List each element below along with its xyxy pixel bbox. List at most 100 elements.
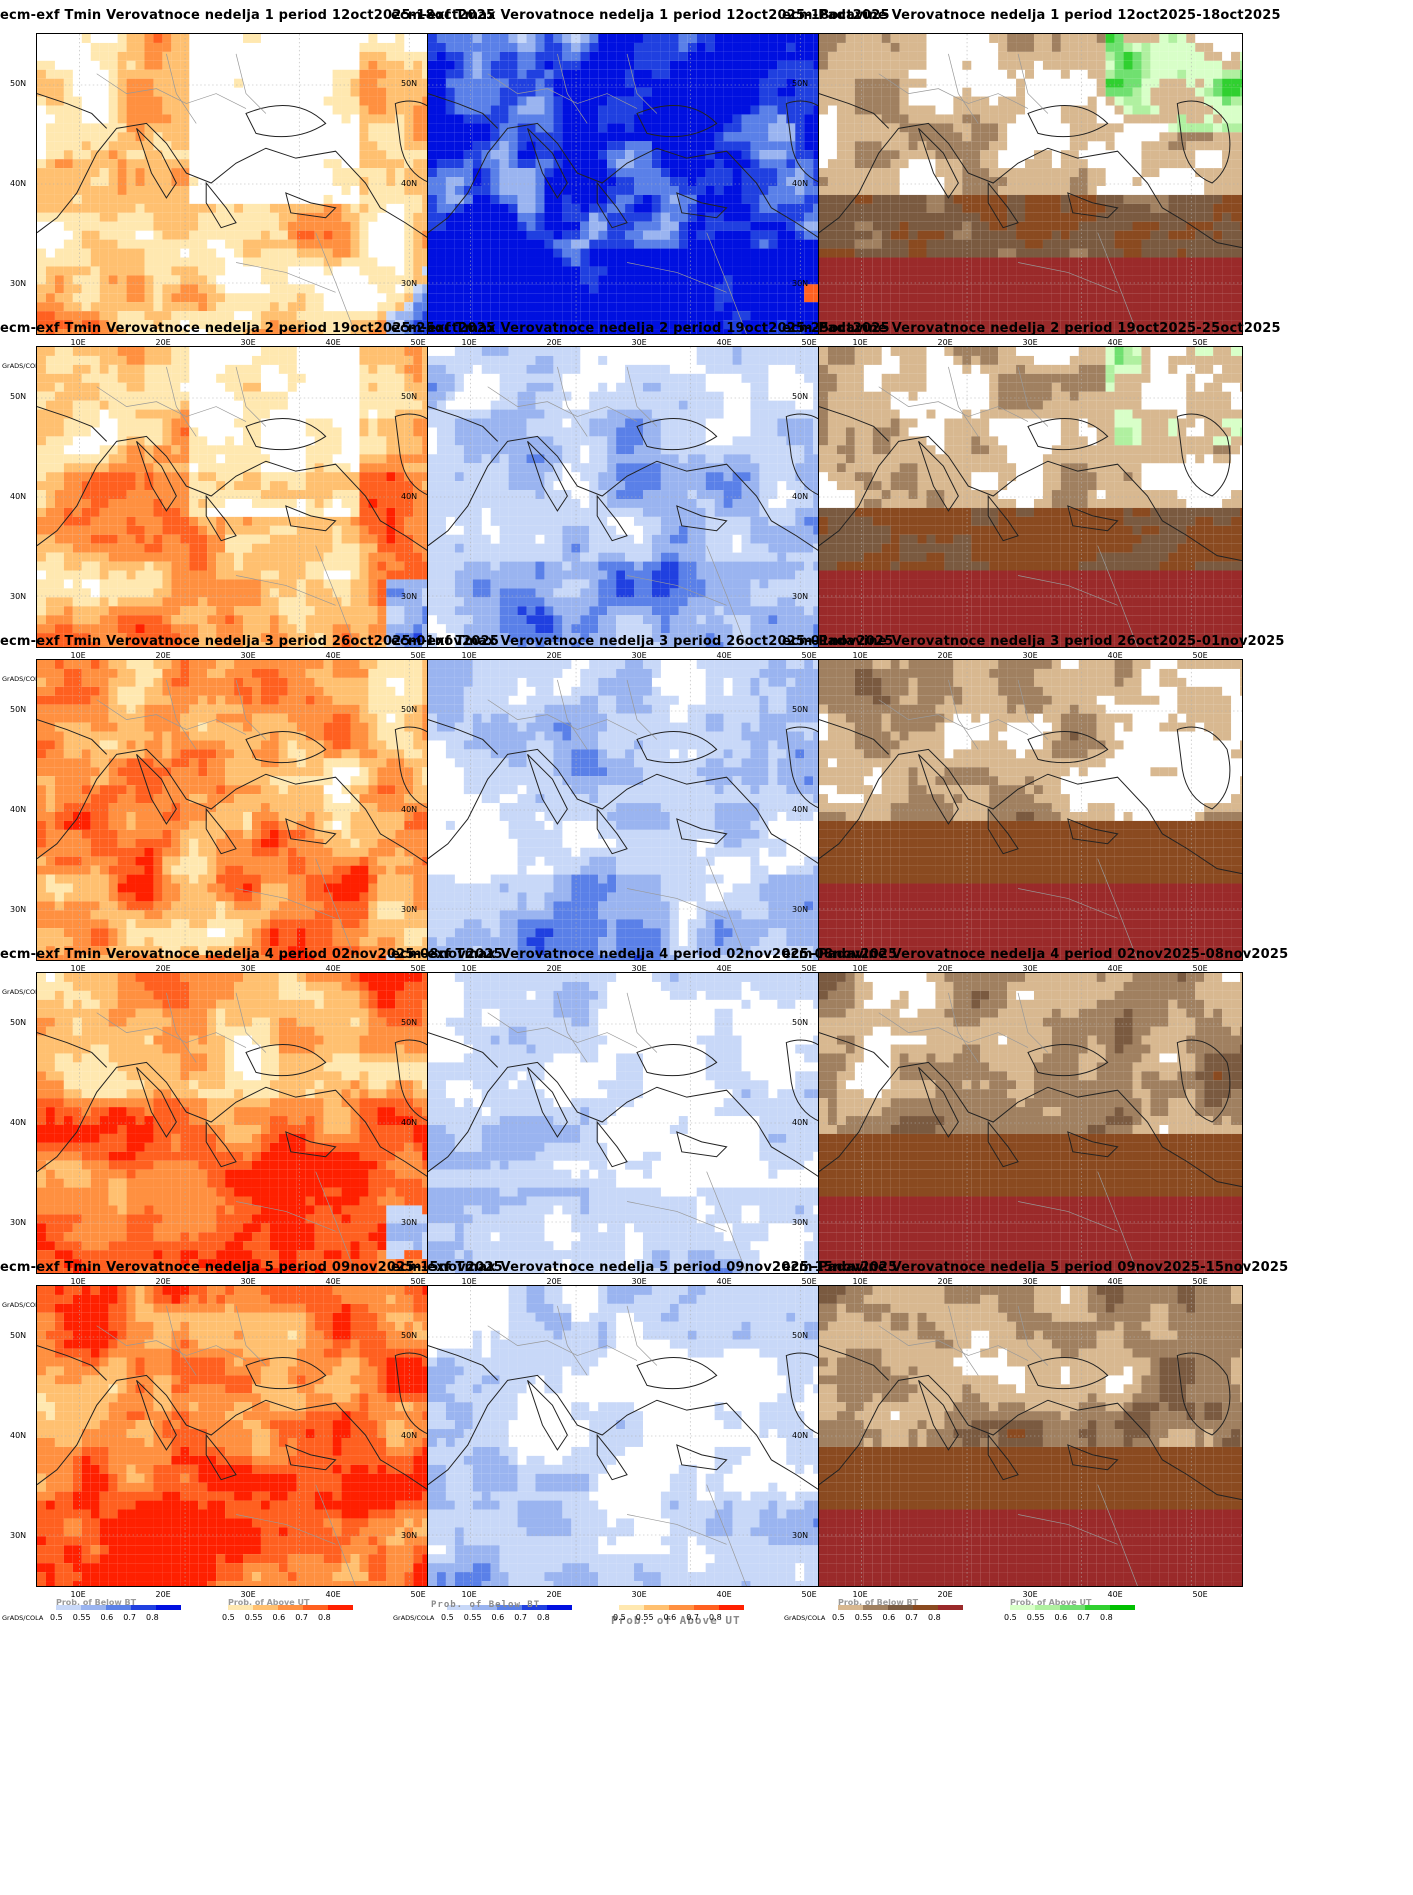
coastline bbox=[819, 406, 1242, 562]
lon-label: 20E bbox=[547, 651, 562, 660]
lat-label: 50N bbox=[792, 79, 808, 88]
graticule bbox=[819, 347, 1242, 647]
lon-label: 10E bbox=[853, 651, 868, 660]
panel-title: ecm-Padavine Verovatnoce nedelja 5 perio… bbox=[782, 1260, 1288, 1275]
coastline bbox=[428, 719, 851, 875]
country-borders bbox=[96, 1305, 356, 1586]
panel-title: ecm-exf Tmax Verovatnoce nedelja 2 perio… bbox=[391, 321, 890, 336]
lat-label: 40N bbox=[401, 805, 417, 814]
lon-label: 50E bbox=[411, 338, 426, 347]
country-borders bbox=[878, 992, 1138, 1273]
lat-label: 30N bbox=[792, 592, 808, 601]
probability-map bbox=[818, 659, 1243, 961]
graticule bbox=[37, 347, 460, 647]
lon-label: 40E bbox=[326, 338, 341, 347]
coastline bbox=[37, 1345, 460, 1501]
coastline bbox=[37, 93, 460, 249]
lon-label: 20E bbox=[938, 338, 953, 347]
coastline bbox=[37, 1032, 460, 1188]
lon-label: 20E bbox=[547, 1277, 562, 1286]
lat-label: 50N bbox=[792, 392, 808, 401]
lon-label: 10E bbox=[71, 338, 86, 347]
panel-title: ecm-Padavine Verovatnoce nedelja 3 perio… bbox=[782, 634, 1284, 649]
grads-label: GrADS/COLA bbox=[2, 362, 43, 370]
lon-label: 20E bbox=[938, 1277, 953, 1286]
legend-colorbar bbox=[56, 1605, 181, 1610]
lat-label: 50N bbox=[10, 1018, 26, 1027]
lon-label: 10E bbox=[462, 1590, 477, 1599]
lat-label: 50N bbox=[792, 1018, 808, 1027]
coastline bbox=[819, 1345, 1242, 1501]
graticule bbox=[428, 347, 851, 647]
lon-label: 20E bbox=[547, 1590, 562, 1599]
lon-label: 30E bbox=[241, 651, 256, 660]
graticule bbox=[819, 660, 1242, 960]
lon-label: 10E bbox=[462, 338, 477, 347]
lat-label: 40N bbox=[401, 179, 417, 188]
grads-label: GrADS/COLA bbox=[2, 1301, 43, 1309]
country-borders bbox=[96, 992, 356, 1273]
lon-label: 10E bbox=[853, 338, 868, 347]
country-borders bbox=[96, 366, 356, 647]
grads-label: GrADS/COLA bbox=[2, 1614, 43, 1622]
graticule bbox=[428, 1286, 851, 1586]
lat-label: 50N bbox=[792, 705, 808, 714]
pad-panel-week-2: ecm-Padavine Verovatnoce nedelja 2 perio… bbox=[782, 313, 1281, 692]
lon-label: 50E bbox=[1193, 651, 1208, 660]
probability-map bbox=[36, 659, 461, 961]
lon-label: 30E bbox=[241, 964, 256, 973]
graticule bbox=[819, 973, 1242, 1273]
lon-label: 20E bbox=[938, 651, 953, 660]
lat-label: 50N bbox=[401, 79, 417, 88]
lat-label: 30N bbox=[401, 592, 417, 601]
country-borders bbox=[878, 1305, 1138, 1586]
pad-panel-week-5: ecm-Padavine Verovatnoce nedelja 5 perio… bbox=[782, 1252, 1288, 1631]
lat-label: 50N bbox=[10, 392, 26, 401]
coastline bbox=[37, 406, 460, 562]
panel-title: ecm-exf Tmax Verovatnoce nedelja 3 perio… bbox=[391, 634, 893, 649]
lon-label: 30E bbox=[632, 338, 647, 347]
lon-label: 10E bbox=[71, 1590, 86, 1599]
grads-label: GrADS/COLA bbox=[2, 675, 43, 683]
legend-title: Prob. of Above UT bbox=[228, 1598, 309, 1607]
lon-label: 40E bbox=[1108, 1277, 1123, 1286]
lat-label: 30N bbox=[401, 1531, 417, 1540]
probability-map bbox=[36, 972, 461, 1274]
probability-field bbox=[428, 34, 851, 334]
lat-label: 50N bbox=[401, 705, 417, 714]
lat-label: 30N bbox=[10, 279, 26, 288]
lon-label: 40E bbox=[1108, 964, 1123, 973]
lat-label: 50N bbox=[10, 79, 26, 88]
graticule bbox=[37, 973, 460, 1273]
country-borders bbox=[487, 992, 747, 1273]
lon-label: 40E bbox=[326, 964, 341, 973]
lon-label: 40E bbox=[1108, 338, 1123, 347]
grads-label: GrADS/COLA bbox=[784, 1614, 825, 1622]
lat-label: 30N bbox=[401, 279, 417, 288]
lon-label: 20E bbox=[156, 651, 171, 660]
lon-label: 40E bbox=[326, 1590, 341, 1599]
lat-label: 50N bbox=[10, 1331, 26, 1340]
probability-field bbox=[37, 973, 460, 1273]
pad-panel-week-3: ecm-Padavine Verovatnoce nedelja 3 perio… bbox=[782, 626, 1284, 1005]
graticule bbox=[37, 660, 460, 960]
country-borders bbox=[487, 1305, 747, 1586]
country-borders bbox=[96, 53, 356, 334]
graticule bbox=[37, 34, 460, 334]
lon-label: 40E bbox=[1108, 651, 1123, 660]
lat-label: 40N bbox=[401, 1118, 417, 1127]
grads-label: GrADS/COLA bbox=[2, 988, 43, 996]
legend-colorbar bbox=[1010, 1605, 1135, 1610]
tmax-panel-week-5: ecm-exf Tmax Verovatnoce nedelja 5 perio… bbox=[391, 1252, 897, 1631]
country-borders bbox=[487, 366, 747, 647]
lat-label: 40N bbox=[792, 805, 808, 814]
probability-map bbox=[818, 1285, 1243, 1587]
probability-map bbox=[427, 1285, 852, 1587]
lon-label: 10E bbox=[853, 1277, 868, 1286]
probability-field bbox=[819, 34, 1242, 334]
lon-label: 30E bbox=[632, 1277, 647, 1286]
tmax-panel-week-2: ecm-exf Tmax Verovatnoce nedelja 2 perio… bbox=[391, 313, 890, 692]
lon-label: 40E bbox=[717, 651, 732, 660]
